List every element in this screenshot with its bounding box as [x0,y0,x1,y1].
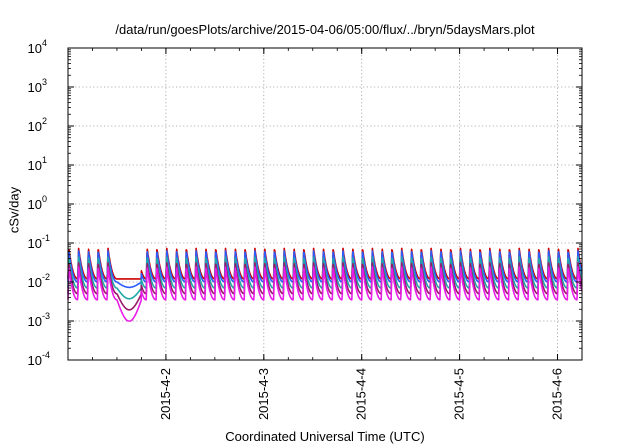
y-axis-label: cSv/day [6,186,22,234]
y-tick-label: 10 [28,158,42,173]
y-tick-label: 10 [28,236,42,251]
y-tick-label: 10 [28,197,42,212]
y-tick-label: 10 [28,80,42,95]
series-line-5 [67,266,583,322]
y-tick-label-exponent: -1 [42,233,50,243]
x-tick-label: 2015-4-4 [354,368,369,420]
y-tick-label-exponent: -3 [42,311,50,321]
series-line-3 [67,256,583,300]
y-tick-label-exponent: 0 [42,194,47,204]
x-tick-label: 2015-4-3 [256,368,271,420]
y-tick-label: 10 [28,275,42,290]
x-axis-label: Coordinated Universal Time (UTC) [225,429,425,444]
series-line-4 [67,262,583,311]
x-tick-label: 2015-4-6 [550,368,565,420]
y-tick-label: 10 [28,41,42,56]
y-tick-label: 10 [28,314,42,329]
x-tick-label: 2015-4-5 [452,368,467,420]
y-tick-label-exponent: -2 [42,272,50,282]
y-tick-label-exponent: 1 [42,155,47,165]
y-tick-label: 10 [28,353,42,368]
y-tick-label-exponent: 4 [42,38,47,48]
series-group [67,247,583,322]
grid [68,48,582,360]
y-tick-label-exponent: 2 [42,116,47,126]
y-tick-label-exponent: 3 [42,77,47,87]
y-tick-label: 10 [28,119,42,134]
plot-frame [67,47,583,361]
y-tick-label-exponent: -4 [42,350,50,360]
x-tick-label: 2015-4-2 [158,368,173,420]
series-line-2 [67,250,583,289]
chart-title: /data/run/goesPlots/archive/2015-04-06/0… [115,22,535,37]
